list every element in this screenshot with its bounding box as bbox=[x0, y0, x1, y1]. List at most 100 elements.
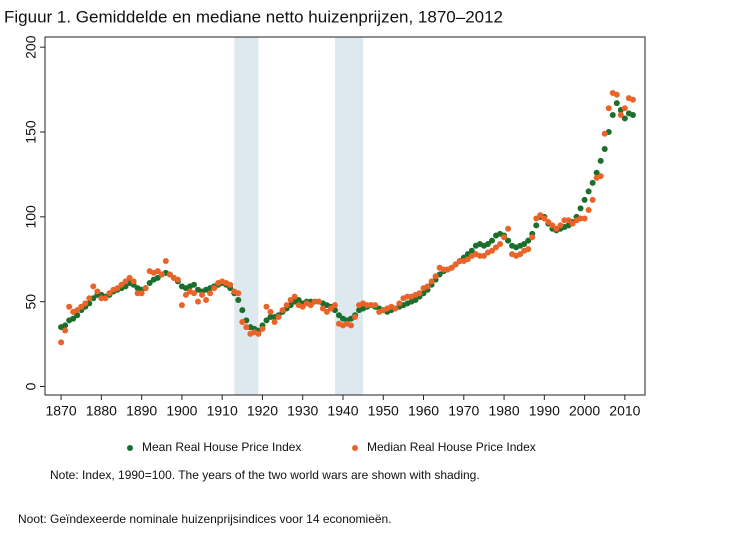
point bbox=[235, 290, 242, 297]
point bbox=[267, 308, 274, 315]
point bbox=[505, 237, 512, 244]
war-shading bbox=[334, 37, 364, 395]
point bbox=[468, 247, 475, 254]
point bbox=[432, 273, 439, 280]
point bbox=[239, 319, 246, 326]
point bbox=[90, 283, 97, 290]
point bbox=[319, 305, 326, 312]
point bbox=[58, 339, 65, 346]
y-tick-label: 100 bbox=[23, 205, 39, 229]
x-tick-label: 1980 bbox=[488, 403, 519, 419]
point bbox=[565, 217, 572, 224]
point bbox=[190, 281, 197, 288]
point bbox=[178, 302, 185, 309]
point bbox=[154, 268, 161, 275]
x-tick-label: 1910 bbox=[207, 403, 238, 419]
x-tick-label: 1920 bbox=[247, 403, 278, 419]
x-tick-label: 2000 bbox=[569, 403, 600, 419]
point bbox=[545, 218, 552, 225]
point bbox=[211, 285, 218, 292]
legend-label: Mean Real House Price Index bbox=[142, 440, 301, 454]
point bbox=[549, 222, 556, 229]
point bbox=[448, 264, 455, 271]
point bbox=[70, 315, 77, 322]
point bbox=[517, 251, 524, 258]
point bbox=[78, 303, 85, 310]
point bbox=[114, 285, 121, 292]
point bbox=[621, 115, 628, 122]
point bbox=[525, 237, 532, 244]
point bbox=[569, 220, 576, 227]
point bbox=[605, 105, 612, 112]
point bbox=[122, 278, 129, 285]
point bbox=[396, 300, 403, 307]
point bbox=[295, 296, 302, 303]
point bbox=[142, 285, 149, 292]
plot-frame bbox=[44, 36, 646, 396]
point bbox=[207, 290, 214, 297]
point bbox=[102, 295, 109, 302]
x-tick-label: 2010 bbox=[609, 403, 640, 419]
x-tick-label: 1930 bbox=[287, 403, 318, 419]
point bbox=[464, 256, 471, 263]
point bbox=[138, 290, 145, 297]
y-tick-label: 0 bbox=[23, 382, 39, 390]
point bbox=[488, 247, 495, 254]
point bbox=[271, 319, 278, 326]
x-tick-label: 1970 bbox=[448, 403, 479, 419]
x-tick-label: 1890 bbox=[126, 403, 157, 419]
point bbox=[263, 317, 270, 324]
point bbox=[621, 105, 628, 112]
point bbox=[533, 215, 540, 222]
point bbox=[259, 325, 266, 332]
point bbox=[327, 305, 334, 312]
point bbox=[613, 91, 620, 98]
y-tick-label: 200 bbox=[23, 35, 39, 59]
point bbox=[106, 290, 113, 297]
war-shading bbox=[234, 37, 259, 395]
point bbox=[553, 225, 560, 232]
point bbox=[557, 222, 564, 229]
point bbox=[323, 308, 330, 315]
point bbox=[331, 302, 338, 309]
point bbox=[154, 274, 161, 281]
point bbox=[577, 205, 584, 212]
point bbox=[581, 196, 588, 203]
point bbox=[525, 246, 532, 253]
point bbox=[82, 300, 89, 307]
point bbox=[287, 296, 294, 303]
point bbox=[541, 215, 548, 222]
point bbox=[335, 312, 342, 319]
shading bbox=[234, 37, 364, 395]
point bbox=[589, 179, 596, 186]
point bbox=[166, 271, 173, 278]
point bbox=[593, 169, 600, 176]
point bbox=[158, 271, 165, 278]
point bbox=[617, 112, 624, 119]
point bbox=[195, 298, 202, 305]
point bbox=[235, 296, 242, 303]
point bbox=[227, 281, 234, 288]
point bbox=[613, 100, 620, 107]
point bbox=[488, 237, 495, 244]
point bbox=[126, 274, 133, 281]
note: Note: Index, 1990=100. The years of the … bbox=[50, 468, 480, 482]
point bbox=[601, 145, 608, 152]
point bbox=[315, 298, 322, 305]
point bbox=[581, 215, 588, 222]
point bbox=[146, 280, 153, 287]
point bbox=[521, 240, 528, 247]
y-tick-label: 50 bbox=[23, 294, 39, 310]
x-tick-label: 1940 bbox=[327, 403, 358, 419]
point bbox=[255, 330, 262, 337]
point bbox=[416, 290, 423, 297]
point bbox=[533, 222, 540, 229]
chart-title: Figuur 1. Gemiddelde en mediane netto hu… bbox=[4, 7, 503, 26]
point bbox=[291, 293, 298, 300]
y-tick-label: 150 bbox=[23, 120, 39, 144]
point bbox=[283, 302, 290, 309]
point bbox=[392, 305, 399, 312]
point bbox=[239, 307, 246, 314]
point bbox=[597, 157, 604, 164]
